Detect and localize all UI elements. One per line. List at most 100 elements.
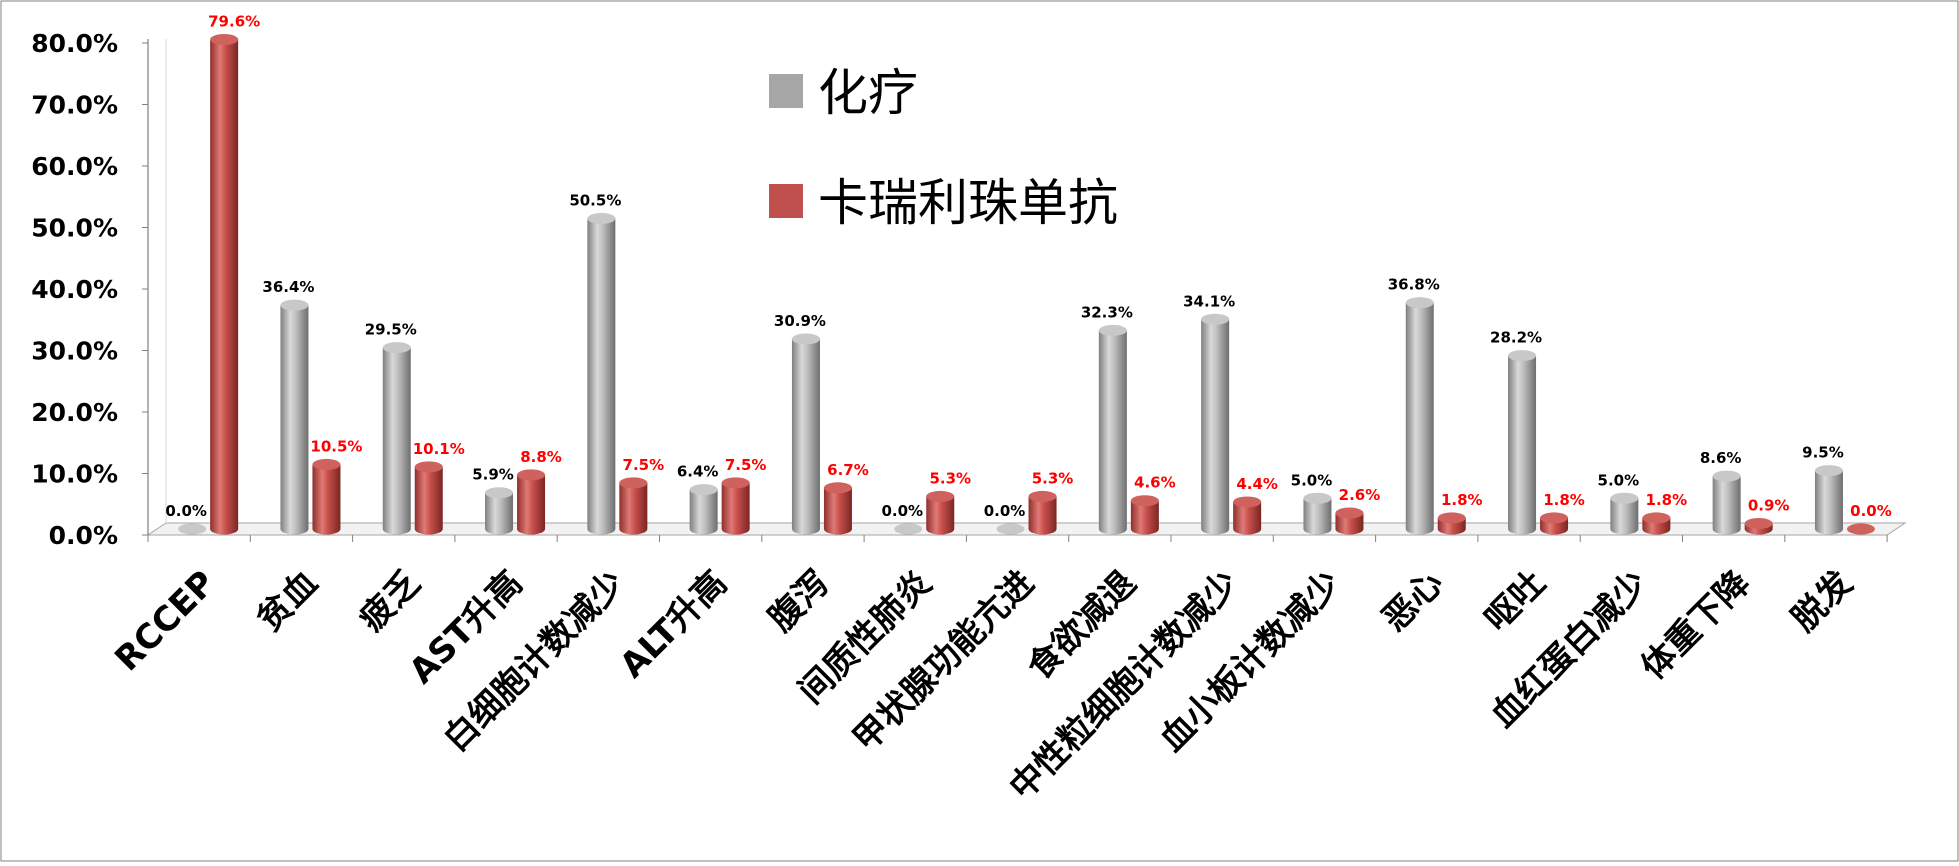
camrelizumab-bar [926,490,955,535]
data-label: 34.1% [1183,292,1235,310]
data-label: 8.6% [1700,449,1742,467]
bar-body [1712,476,1741,535]
y-tick-label: 50.0% [31,214,118,243]
data-label: 8.8% [520,448,562,466]
bar-top [1335,507,1364,519]
bar-top [1610,492,1639,504]
bar-body [1405,302,1434,535]
data-label: 5.0% [1291,471,1333,489]
y-tick-label: 60.0% [31,152,118,181]
y-tick-label: 10.0% [31,460,118,489]
bar-top [894,523,923,535]
camrelizumab-bar [210,33,239,535]
bar-top [587,212,616,224]
bar-body [791,338,820,535]
bar-top [1405,297,1434,309]
bar-body [517,474,546,535]
y-tick-label: 80.0% [31,29,118,58]
bar-top [791,333,820,345]
bar-body [1130,500,1159,535]
chemo-bar [1405,297,1434,535]
bar-top [619,477,648,489]
bar-top [178,523,207,535]
camrelizumab-bar [619,477,648,535]
chemo-bar [689,484,718,535]
data-label: 2.6% [1339,486,1381,504]
data-label: 4.6% [1134,474,1176,492]
bar-body [210,39,239,535]
data-label: 6.4% [677,463,719,481]
chemo-bar [382,342,411,535]
data-label: 5.9% [472,466,514,484]
camrelizumab-bar [823,482,852,535]
chemo-bar [1201,313,1230,535]
bar-top [1744,517,1773,529]
data-label: 50.5% [569,191,621,209]
bar-top [280,299,309,311]
chemo-bar [587,212,616,535]
data-label: 29.5% [365,321,417,339]
camrelizumab-bar [1130,495,1159,535]
camrelizumab-bar [1744,517,1773,535]
bar-top [1233,496,1262,508]
camrelizumab-bar [1437,512,1466,535]
bar-body [1201,319,1230,535]
bar-body [382,347,411,535]
bar-body [1610,498,1639,535]
bar-top [1508,350,1537,362]
camrelizumab-bar [517,469,546,535]
bar-top [1130,495,1159,507]
y-tick-label: 40.0% [31,275,118,304]
bar-top [1437,512,1466,524]
bar-top [312,458,341,470]
data-label: 10.1% [413,440,465,458]
data-label: 1.8% [1543,491,1585,509]
camrelizumab-bar [414,461,443,535]
chemo-bar [1814,465,1843,535]
legend-swatch [769,184,803,218]
data-label: 0.0% [984,502,1026,520]
data-label: 9.5% [1802,444,1844,462]
bar-body [1508,355,1537,535]
camrelizumab-bar [1335,507,1364,535]
data-label: 32.3% [1081,303,1133,321]
data-label: 7.5% [725,456,767,474]
y-tick-label: 20.0% [31,398,118,427]
chemo-bar [1508,350,1537,535]
bar-body [721,482,750,535]
bar-top [926,490,955,502]
data-label: 0.0% [881,502,923,520]
chemo-bar [996,523,1025,535]
bar-top [996,523,1025,535]
data-label: 28.2% [1490,329,1542,347]
camrelizumab-bar [312,458,341,535]
bar-top [1098,324,1127,336]
bar-top [210,33,239,45]
legend-label: 卡瑞利珠单抗 [818,174,1118,232]
bar-top [1846,523,1875,535]
bar-top [1814,465,1843,477]
camrelizumab-bar [1540,512,1569,535]
bar-top [721,477,750,489]
camrelizumab-bar [1846,523,1875,535]
bar-body [312,464,341,535]
chemo-bar [1098,324,1127,535]
bar-body [1233,501,1262,535]
bar-top [1642,512,1671,524]
bar-top [1712,470,1741,482]
bar-body [1335,513,1364,535]
chemo-bar [1610,492,1639,535]
chemo-bar [894,523,923,535]
data-label: 1.8% [1441,491,1483,509]
bar-top [382,342,411,354]
data-label: 5.3% [1032,469,1074,487]
legend-label: 化疗 [818,64,918,122]
bar-top [823,482,852,494]
chemo-bar [178,523,207,535]
bar-body [823,487,852,535]
bar-body [619,482,648,535]
camrelizumab-bar [721,477,750,535]
camrelizumab-bar [1642,512,1671,535]
